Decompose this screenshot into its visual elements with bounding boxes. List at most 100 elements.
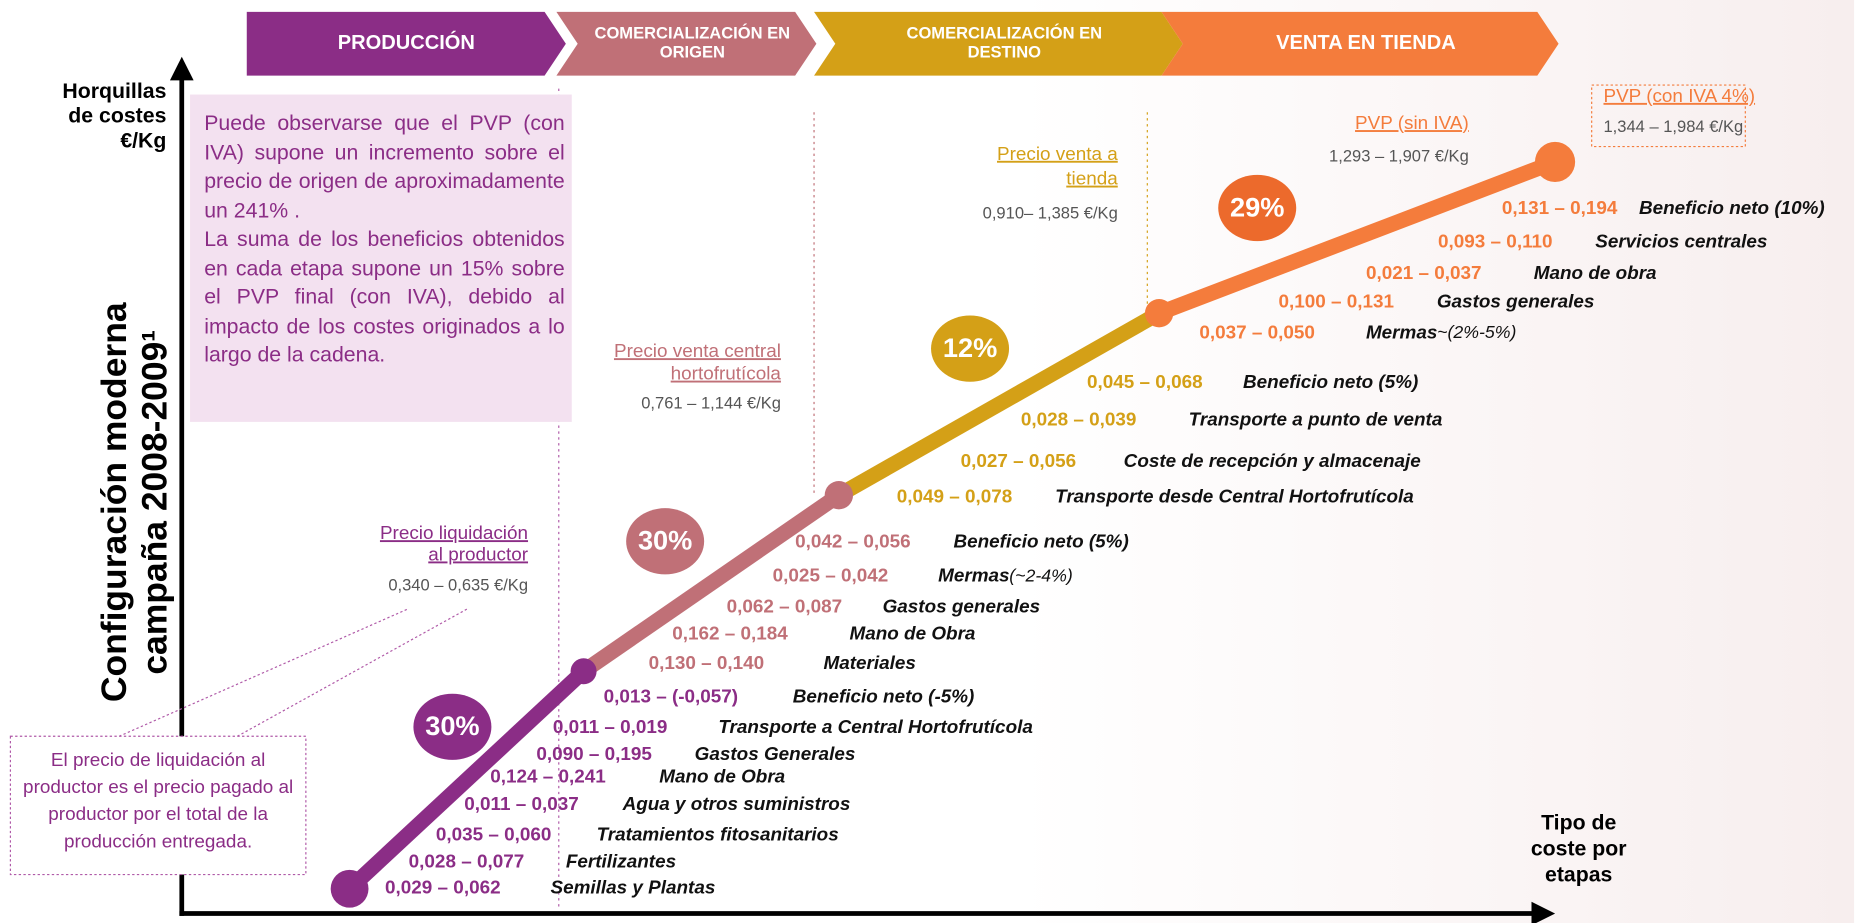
stage-header — [814, 11, 1183, 76]
callout-line — [118, 608, 409, 737]
price-range: 0,340 – 0,635 €/Kg — [388, 576, 528, 595]
price-label: Precio liquidación — [380, 523, 528, 544]
cost-label: Fertilizantes — [566, 852, 676, 873]
cost-range: 0,027 – 0,056 — [961, 451, 1077, 472]
price-range: 0,761 – 1,144 €/Kg — [641, 394, 781, 413]
price-range: 1,344 – 1,984 €/Kg — [1604, 117, 1744, 136]
price-label: Precio venta central — [614, 341, 781, 362]
cost-range: 0,045 – 0,068 — [1087, 372, 1203, 393]
margin-label: 30% — [425, 710, 479, 741]
cost-range: 0,025 – 0,042 — [773, 566, 889, 587]
cost-label: Mano de obra — [1534, 263, 1657, 284]
margin-badge — [931, 315, 1010, 382]
cost-label: Semillas y Plantas — [550, 878, 715, 899]
price-range: 0,910– 1,385 €/Kg — [983, 203, 1118, 222]
stage-label: COMERCIALIZACIÓN EN — [907, 24, 1103, 43]
cost-range: 0,131 – 0,194 — [1502, 198, 1618, 219]
vertical-title: Configuración moderna campaña 2008-2009¹ — [94, 302, 174, 702]
cost-range: 0,093 – 0,110 — [1438, 231, 1553, 252]
note: Puede observarse que el PVP (con IVA) su… — [204, 111, 565, 366]
margin-badge — [413, 693, 492, 760]
cost-label: Gastos generales — [1437, 292, 1595, 313]
footnote: El precio de liquidación al productor es… — [23, 750, 294, 853]
cost-range: 0,021 – 0,037 — [1366, 263, 1482, 284]
cost-range: 0,124 – 0,241 — [490, 767, 606, 788]
cost-label: Gastos generales — [883, 596, 1041, 617]
cost-label: Coste de recepción y almacenaje — [1124, 451, 1421, 472]
cost-range: 0,062 – 0,087 — [727, 596, 843, 617]
price-line — [344, 665, 589, 895]
price-line — [579, 488, 844, 678]
cost-label: Beneficio neto (10%) — [1639, 198, 1825, 219]
price-point — [570, 658, 597, 685]
stage-header — [246, 11, 566, 76]
cost-range: 0,037 – 0,050 — [1199, 322, 1315, 343]
cost-label: Transporte a Central Hortofrutícola — [718, 717, 1033, 738]
note-box — [190, 94, 572, 422]
cost-label: Servicios centrales — [1595, 231, 1767, 252]
y-axis-label: de costes — [68, 104, 166, 128]
price-label: hortofrutícola — [671, 364, 782, 385]
cost-label: Mano de Obra — [850, 624, 976, 645]
cost-range: 0,049 – 0,078 — [897, 487, 1013, 508]
cost-range: 0,090 – 0,195 — [536, 744, 652, 765]
cost-label: Mermas — [1366, 322, 1437, 343]
cost-note: ~(2%-5%) — [1437, 322, 1516, 342]
cost-label: Transporte desde Central Hortofrutícola — [1055, 487, 1414, 508]
margin-label: 12% — [943, 332, 997, 363]
footnote-text: El precio de liquidación al productor es… — [23, 750, 294, 853]
cost-note: (~2-4%) — [1009, 565, 1073, 585]
price-range: 1,293 – 1,907 €/Kg — [1329, 147, 1469, 166]
title-line: campaña 2008-2009¹ — [134, 330, 174, 675]
cost-range: 0,028 – 0,077 — [409, 852, 525, 873]
cost-label: Mano de Obra — [659, 767, 785, 788]
title-line: Configuración moderna — [94, 302, 134, 702]
price-label: PVP (sin IVA) — [1355, 113, 1469, 134]
cost-range: 0,013 – (-0,057) — [604, 686, 738, 707]
note-text: Puede observarse que el PVP (con IVA) su… — [204, 111, 565, 222]
cost-label: Materiales — [824, 653, 916, 674]
margin-label: 29% — [1230, 191, 1284, 222]
margin-badge — [626, 508, 705, 575]
cost-label: Agua y otros suministros — [622, 794, 851, 815]
cost-range: 0,042 – 0,056 — [795, 531, 911, 552]
stage-header — [556, 11, 817, 76]
cost-label: Mermas — [938, 566, 1009, 587]
price-label: PVP (con IVA 4%) — [1604, 86, 1756, 107]
x-axis-label: etapas — [1545, 862, 1612, 886]
cost-range: 0,011 – 0,019 — [553, 717, 668, 738]
price-point — [1534, 141, 1576, 182]
margin-badge — [1218, 174, 1297, 242]
price-box — [1591, 84, 1746, 148]
cost-range: 0,130 – 0,140 — [649, 653, 765, 674]
cost-label: Beneficio neto (5%) — [1243, 372, 1418, 393]
y-axis-label: €/Kg — [120, 128, 166, 152]
cost-range: 0,011 – 0,037 — [464, 794, 579, 815]
price-line — [835, 306, 1163, 502]
stage-label: COMERCIALIZACIÓN EN — [595, 24, 791, 43]
price-label: tienda — [1066, 169, 1118, 190]
margin-label: 30% — [638, 525, 692, 556]
cost-range: 0,028 – 0,039 — [1021, 410, 1137, 431]
cost-label: Transporte a punto de venta — [1189, 410, 1443, 431]
cost-label: Tratamientos fitosanitarios — [597, 825, 839, 846]
x-axis-label: Tipo de — [1541, 810, 1616, 834]
cost-range: 0,029 – 0,062 — [385, 878, 501, 899]
y-axis-label: Horquillas — [62, 79, 166, 103]
price-point — [1144, 299, 1174, 328]
cost-range: 0,162 – 0,184 — [672, 624, 788, 645]
cost-label: Beneficio neto (-5%) — [793, 686, 975, 707]
cost-label: Gastos Generales — [695, 744, 856, 765]
cost-range: 0,100 – 0,131 — [1279, 292, 1395, 313]
cost-range: 0,035 – 0,060 — [436, 825, 552, 846]
stage-label: VENTA EN TIENDA — [1276, 32, 1456, 54]
stage-label: DESTINO — [968, 43, 1042, 62]
cost-label: Beneficio neto (5%) — [954, 531, 1129, 552]
stage-header — [1161, 11, 1559, 76]
price-label: Precio venta a — [997, 144, 1118, 165]
stage-label: ORIGEN — [660, 43, 725, 62]
price-line — [1156, 154, 1558, 321]
price-point — [824, 481, 854, 510]
callout-line — [237, 608, 469, 737]
